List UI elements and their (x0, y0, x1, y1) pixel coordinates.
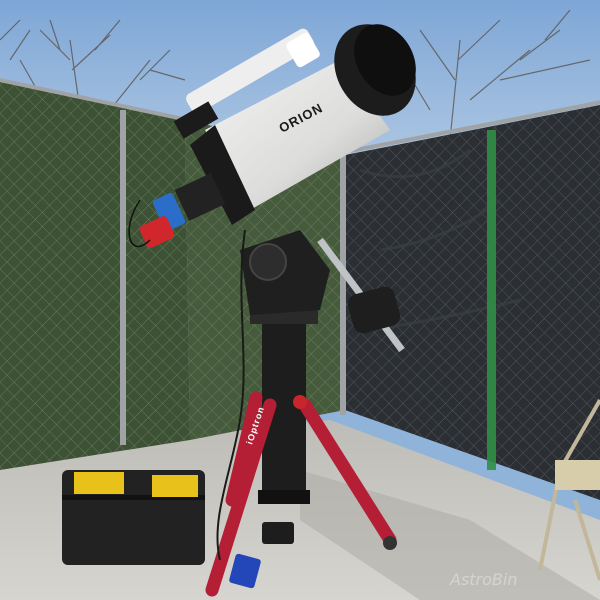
fence-posts (0, 78, 600, 445)
counterweight (347, 286, 401, 334)
green-strap (487, 130, 496, 470)
filter-wheel (152, 192, 186, 232)
camera (139, 216, 175, 248)
cables (216, 229, 246, 561)
equipment-case (62, 470, 205, 565)
watermark: AstroBin (449, 570, 517, 589)
case-latch-right (152, 475, 198, 497)
telescope-tube (205, 60, 390, 210)
tripod (205, 391, 397, 597)
focuser (174, 173, 226, 221)
power-box (262, 522, 294, 544)
guide-scope (173, 28, 320, 139)
blue-controller (229, 553, 261, 589)
case-latch-left (74, 472, 124, 494)
shadow-patch (300, 470, 600, 600)
telescope: ORION (190, 24, 416, 225)
